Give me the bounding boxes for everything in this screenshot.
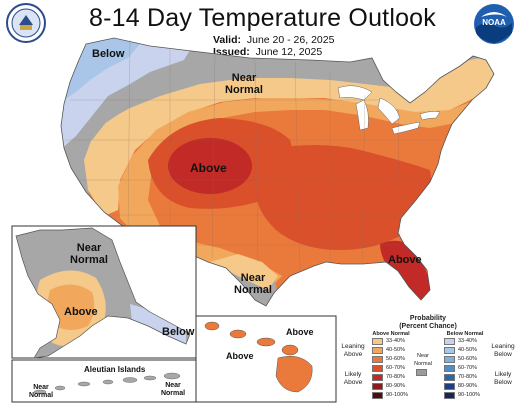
commerce-seal-icon [6,3,46,43]
hawaii-inset-frame [195,315,337,403]
legend-above-bin-swatch [372,356,383,363]
aleutian-islands [33,372,181,395]
label-aleutian-near-normal-2: Near Normal [160,382,186,397]
label-hawaii-above-2: Above [286,327,314,337]
label-near-normal-texas: Near Normal [234,272,272,296]
legend-leaning-below: Leaning Below [491,343,515,358]
legend-above-header: Above Normal [372,331,410,337]
legend-below-bin-swatch [444,347,455,354]
svg-text:NOAA: NOAA [482,18,506,27]
legend-below-bin-label: 40-50% [458,347,477,353]
great-lakes [337,85,441,135]
label-alaska-above: Above [64,306,98,318]
legend-below-bin-label: 33-40% [458,338,477,344]
legend-below-bin-label: 90-100% [458,392,481,398]
legend-above-bin-label: 50-60% [386,356,405,362]
legend-above-bin-swatch [372,374,383,381]
label-above-central: Above [190,161,227,175]
legend-below-header: Below Normal [446,331,484,337]
legend-near-normal-swatch [416,369,427,376]
legend-below-bin-swatch [444,392,455,399]
issued-value: June 12, 2025 [255,46,323,58]
legend-near-normal: Near Normal [414,353,432,367]
legend-above-bin-swatch [372,383,383,390]
legend-above-bin-label: 33-40% [386,338,405,344]
date-info: Valid: June 20 - 26, 2025 Issued: June 1… [213,34,334,58]
above-70-80-florida-region [380,240,432,300]
legend-title: Probability [409,315,447,322]
label-near-normal-north: Near Normal [225,72,263,96]
legend-below-bin-swatch [444,356,455,363]
legend-below-bin-swatch [444,338,455,345]
legend-above-bin-label: 90-100% [386,392,409,398]
noaa-logo-icon: NOAA [474,4,514,44]
legend-likely-above: Likely Above [343,371,363,386]
legend-above-bin-swatch [372,347,383,354]
legend: Probability (Percent Chance) Above Norma… [336,315,522,403]
label-aleutian-near-normal-1: Near Normal [28,384,54,399]
label-below-nw: Below [92,48,125,60]
legend-below-bin-label: 70-80% [458,374,477,380]
legend-below-bin-swatch [444,374,455,381]
legend-above-bin-label: 70-80% [386,374,405,380]
legend-likely-below: Likely Below [494,371,512,386]
legend-leaning-above: Leaning Above [341,343,365,358]
label-aleutian-islands: Aleutian Islands [84,365,146,374]
legend-below-bin-label: 60-70% [458,365,477,371]
label-alaska-near-normal: Near Normal [70,242,108,266]
label-hawaii-above-1: Above [226,351,254,361]
legend-below-bin-label: 80-90% [458,383,477,389]
legend-below-bin-swatch [444,365,455,372]
legend-above-bin-label: 40-50% [386,347,405,353]
label-above-florida: Above [388,254,422,266]
legend-above-bin-swatch [372,392,383,399]
label-alaska-below: Below [162,326,195,338]
state-borders [65,39,440,271]
map-title: 8-14 Day Temperature Outlook [89,4,436,32]
legend-below-bin-swatch [444,383,455,390]
valid-label: Valid: [213,34,242,46]
legend-above-bin-swatch [372,365,383,372]
legend-subtitle: (Percent Chance) [399,323,457,330]
legend-above-bin-swatch [372,338,383,345]
above-60-70-southeast-region [256,145,432,250]
legend-below-bin-label: 50-60% [458,356,477,362]
legend-above-bin-label: 60-70% [386,365,405,371]
legend-above-bin-label: 80-90% [386,383,405,389]
valid-value: June 20 - 26, 2025 [246,34,335,46]
hawaii-islands [204,321,313,393]
